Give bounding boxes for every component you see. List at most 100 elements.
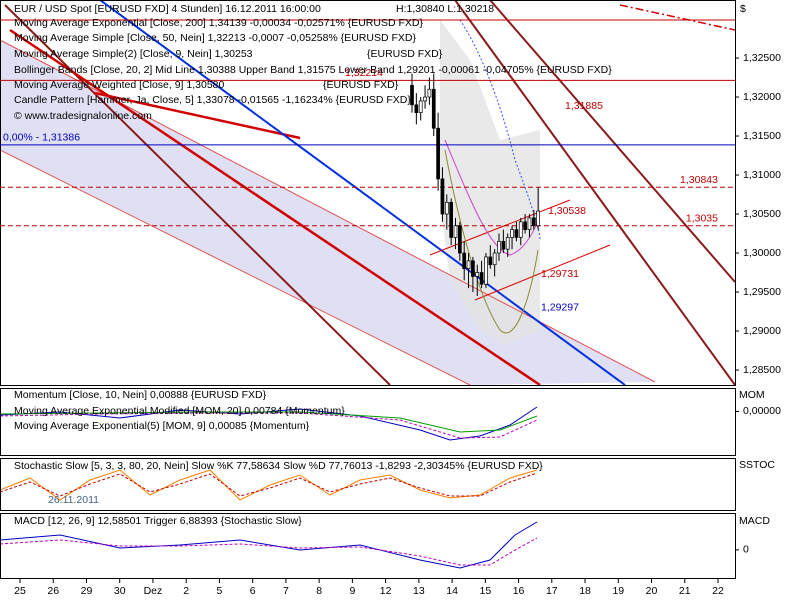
trend-line	[454, 0, 736, 386]
candle-body	[410, 84, 414, 106]
candle-body	[510, 229, 514, 238]
stochastic-d	[0, 472, 538, 497]
price-annotation: 1,29731	[541, 268, 579, 280]
legend-entry: {EURUSD FXD}	[367, 48, 443, 60]
candle-body	[436, 127, 440, 180]
legend-entry: EUR / USD Spot [EURUSD FXD] 4 Stunden] 1…	[14, 3, 321, 15]
panel-frame	[0, 388, 736, 456]
trend-line	[94, 91, 301, 140]
candle-body	[431, 88, 436, 129]
legend-entry: Moving Average Exponential [Close, 200] …	[14, 17, 423, 29]
x-tick-label: 16	[513, 585, 525, 597]
y-tick-label: 1,28500	[743, 364, 781, 376]
candle-body	[536, 210, 541, 227]
candle-body	[484, 256, 488, 285]
legend-entry: Bollinger Bands [Close, 20, 2] Mid Line …	[14, 64, 612, 76]
panel-frame	[0, 513, 736, 579]
x-tick-label: Dez	[144, 585, 163, 597]
x-tick-label: 15	[479, 585, 491, 597]
x-tick-label: 17	[546, 585, 558, 597]
price-annotation: 1,30538	[548, 205, 586, 217]
candle-body	[444, 201, 449, 215]
candle-body	[466, 260, 471, 269]
trend-line	[99, 0, 626, 386]
channel-line	[0, 149, 471, 386]
candle-body	[518, 221, 523, 238]
legend-entry: Moving Average Simple [Close, 50, Nein] …	[14, 32, 416, 44]
candle-body	[418, 100, 423, 113]
y-tick-label: 1,32000	[743, 91, 781, 103]
level-label: 1,32214	[345, 67, 383, 79]
y-tick-label: 1,29500	[743, 286, 781, 298]
candle-body	[492, 252, 497, 266]
candle-body	[423, 96, 427, 102]
price-annotation: 1,31885	[565, 100, 603, 112]
x-tick-label: 29	[81, 585, 93, 597]
trend-line	[9, 28, 541, 387]
y-tick-label: 1,29000	[743, 325, 781, 337]
level-label: 1,3035	[686, 213, 718, 225]
panel-frame	[0, 0, 736, 386]
x-tick-label: 13	[413, 585, 425, 597]
level-label: 1,30843	[680, 174, 718, 186]
legend-entry: Moving Average Exponential(5) [MOM, 9] 0…	[14, 420, 310, 432]
candle-body	[527, 217, 532, 230]
panel-label: MACD	[739, 515, 770, 527]
y-tick-label: 1,31500	[743, 130, 781, 142]
legend-entry: Moving Average Weighted [Close, 9] 1,305…	[14, 79, 224, 91]
x-tick-label: 5	[217, 585, 223, 597]
trend-line	[489, 0, 736, 283]
moving-average	[444, 139, 541, 256]
x-tick-label: 7	[283, 585, 289, 597]
trend-line	[429, 199, 571, 256]
bollinger-lower	[444, 149, 539, 334]
trend-line	[474, 244, 611, 301]
momentum-average	[0, 412, 538, 439]
candle-body	[479, 272, 484, 285]
macd-trigger	[0, 537, 538, 566]
drawings	[0, 0, 736, 387]
indicator-lines	[0, 406, 538, 569]
candle-body	[440, 178, 445, 215]
x-tick-label: 25	[14, 585, 26, 597]
legend-entry: Candle Pattern [Hammer, Ja, Close, 5] 1,…	[14, 94, 411, 106]
candle-body	[462, 252, 467, 269]
legend-entry: Moving Average Exponential Modified [MOM…	[14, 405, 345, 417]
y-tick-label: 1,31000	[743, 169, 781, 181]
x-tick-label: 9	[349, 585, 355, 597]
x-tick-label: 6	[250, 585, 256, 597]
y-tick-label: 1,32500	[743, 52, 781, 64]
panel-label: MOM	[739, 389, 765, 401]
currency: $	[740, 3, 746, 15]
panel-label: SSTOC	[739, 459, 775, 471]
momentum-average	[0, 411, 538, 433]
level-label: 0,00% - 1,31386	[3, 132, 80, 144]
candle-body	[505, 237, 510, 250]
date-marker: 26.11.2011	[48, 494, 99, 506]
y-tick-label: 1,30000	[743, 247, 781, 259]
x-tick-label: 18	[579, 585, 591, 597]
x-tick-label: 19	[612, 585, 624, 597]
legend-entry: H:1,30840 L:1,30218	[396, 3, 494, 15]
legend-entry: {EURUSD FXD}	[323, 79, 399, 91]
momentum-line	[0, 406, 538, 441]
candle-body	[497, 240, 501, 254]
y-tick-label: 1,30500	[743, 208, 781, 220]
candle-body	[531, 217, 536, 227]
candle-body	[453, 225, 458, 238]
candle-body	[523, 221, 527, 230]
legend-entry: Momentum [Close, 10, Nein] 0,00888 {EURU…	[14, 389, 267, 401]
price-annotation: 1,29297	[541, 302, 579, 314]
x-tick-label: 22	[712, 585, 724, 597]
trend-line	[619, 4, 736, 31]
candle-body	[471, 260, 475, 277]
legend-entry: Moving Average Simple(2) [Close, 9, Nein…	[14, 48, 253, 60]
credit: © www.tradesignalonline.com	[14, 110, 152, 122]
x-tick-label: 8	[316, 585, 322, 597]
candle-body	[449, 201, 453, 238]
x-tick-label: 2	[183, 585, 189, 597]
x-tick-label: 21	[679, 585, 691, 597]
panel-frame	[0, 458, 736, 511]
